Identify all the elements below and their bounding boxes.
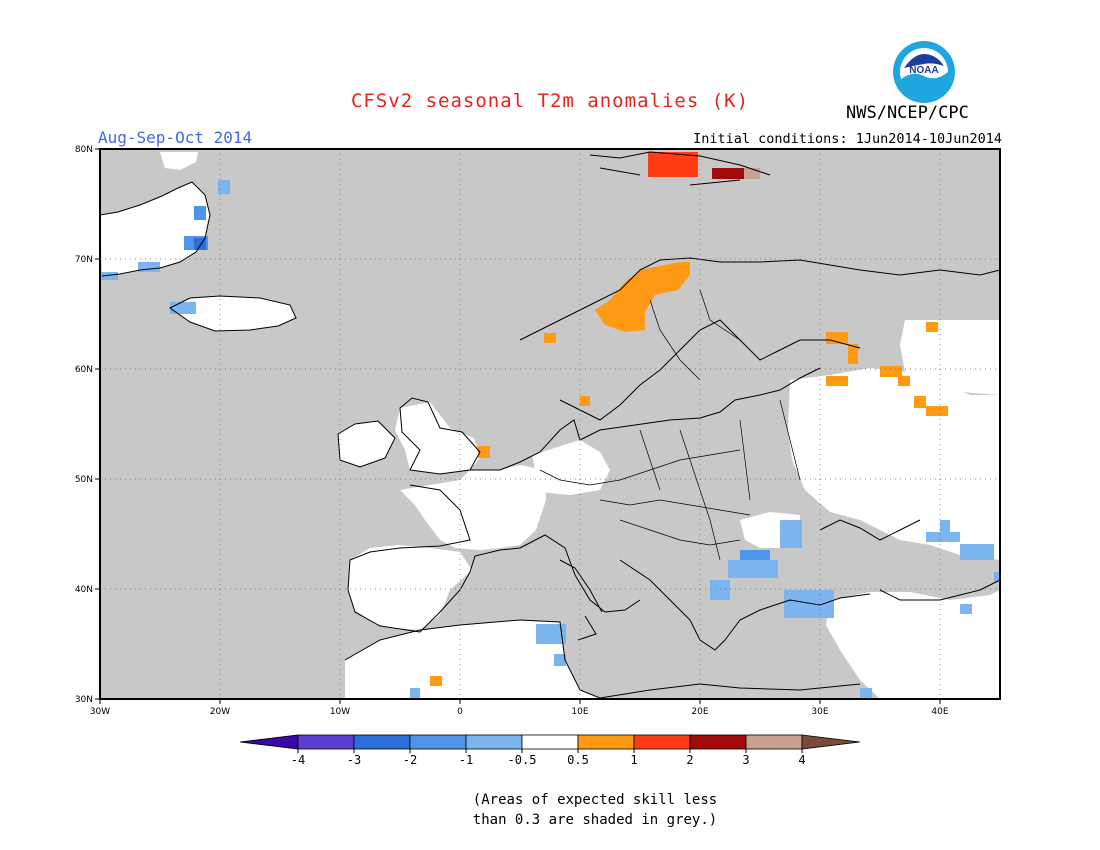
noaa-logo: NOAA (893, 41, 955, 103)
lat-label: 70N (75, 255, 93, 265)
skill-note-line2: than 0.3 are shaded in grey.) (472, 812, 718, 828)
colorbar-segment (353, 734, 411, 750)
colorbar-label: 4 (798, 753, 805, 767)
colorbar-segment (689, 734, 747, 750)
lon-label: 30E (811, 707, 828, 717)
season-label: Aug-Sep-Oct 2014 (98, 128, 253, 147)
colorbar-segment (745, 734, 803, 750)
colorbar-label: -3 (347, 753, 361, 767)
skill-note-line1: (Areas of expected skill less (472, 792, 718, 808)
colorbar-label: 0.5 (567, 753, 589, 767)
colorbar: -4 -3 -2 -1 -0.5 0.5 1 2 3 4 (239, 734, 861, 767)
colorbar-segment (409, 734, 467, 750)
colorbar-label: -2 (403, 753, 417, 767)
colorbar-segment (521, 734, 579, 750)
colorbar-segment (297, 734, 355, 750)
logo-text: NOAA (909, 65, 938, 76)
colorbar-label: 3 (742, 753, 749, 767)
lon-label: 20E (691, 707, 708, 717)
colorbar-segment (577, 734, 635, 750)
colorbar-segment (239, 734, 299, 750)
initial-conditions: Initial conditions: 1Jun2014-10Jun2014 (693, 131, 1002, 147)
lat-label: 80N (75, 145, 93, 155)
lat-label: 60N (75, 365, 93, 375)
graticule (100, 149, 1000, 699)
colorbar-segment (801, 734, 861, 750)
anomaly-cells (100, 152, 1000, 699)
lat-label: 30N (75, 695, 93, 705)
lat-label: 50N (75, 475, 93, 485)
lon-label: 10W (330, 707, 350, 717)
colorbar-label: 1 (630, 753, 637, 767)
lon-label: 20W (210, 707, 230, 717)
lon-label: 40E (931, 707, 948, 717)
map-frame (99, 148, 1001, 700)
lat-axis: 80N 70N 60N 50N 40N 30N (75, 145, 100, 705)
agency-label: NWS/NCEP/CPC (846, 103, 969, 123)
colorbar-label: -1 (459, 753, 473, 767)
lon-axis: 30W 20W 10W 0 10E 20E 30E 40E (90, 699, 949, 717)
chart-title: CFSv2 seasonal T2m anomalies (K) (350, 90, 750, 112)
colorbar-label: -0.5 (508, 753, 537, 767)
lon-label: 30W (90, 707, 110, 717)
lon-label: 0 (457, 707, 463, 717)
colorbar-segment (633, 734, 691, 750)
colorbar-segment (465, 734, 523, 750)
lat-label: 40N (75, 585, 93, 595)
colorbar-label: -4 (291, 753, 305, 767)
colorbar-label: 2 (686, 753, 693, 767)
lon-label: 10E (571, 707, 588, 717)
